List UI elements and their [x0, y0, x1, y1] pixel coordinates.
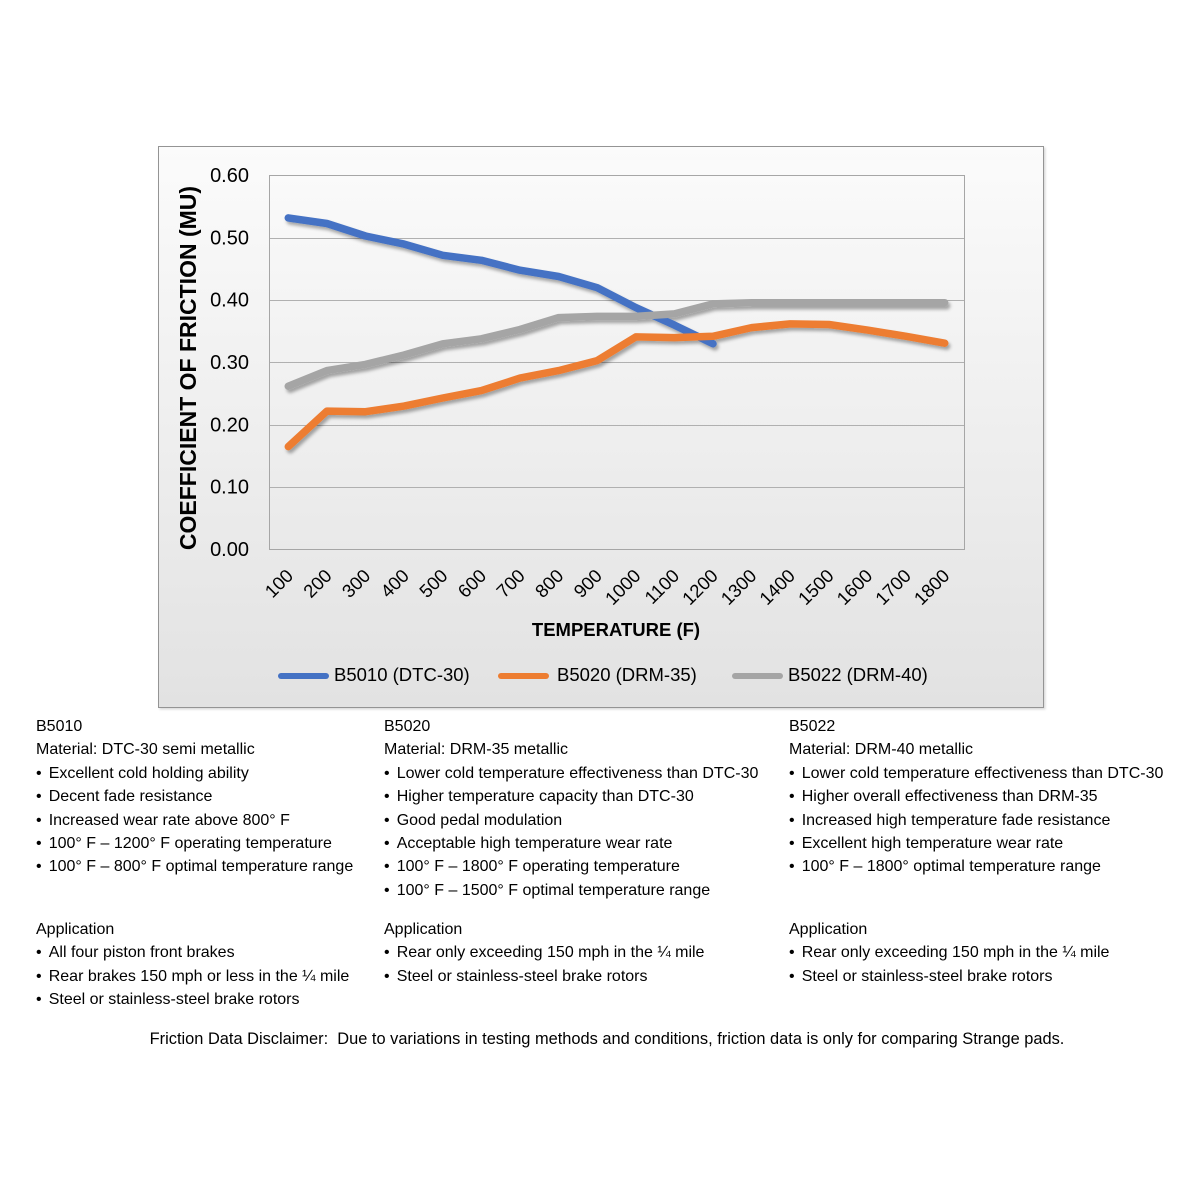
svg-text:0.50: 0.50 — [210, 227, 249, 249]
svg-text:B5022 (DRM-40): B5022 (DRM-40) — [788, 664, 928, 685]
svg-text:0.30: 0.30 — [210, 352, 249, 374]
svg-text:0.40: 0.40 — [210, 290, 249, 312]
svg-text:0.00: 0.00 — [210, 539, 249, 561]
svg-text:0.20: 0.20 — [210, 414, 249, 436]
svg-text:B5010 (DTC-30): B5010 (DTC-30) — [334, 664, 470, 685]
svg-text:TEMPERATURE (F): TEMPERATURE (F) — [532, 619, 700, 640]
svg-text:0.10: 0.10 — [210, 477, 249, 499]
svg-text:B5020 (DRM-35): B5020 (DRM-35) — [557, 664, 697, 685]
svg-text:0.60: 0.60 — [210, 165, 249, 187]
svg-text:COEFFICIENT OF FRICTION (MU): COEFFICIENT OF FRICTION (MU) — [175, 186, 201, 550]
